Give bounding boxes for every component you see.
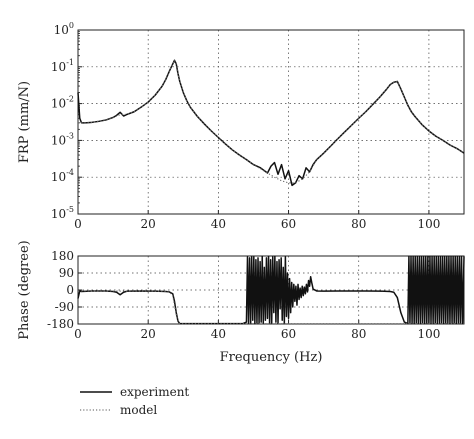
frf-y-tick-label: 10-3 [51,131,74,147]
frf-x-tick-label: 20 [141,217,156,231]
phase-y-tick-label: -90 [55,300,74,314]
frf-y-tick-base: 10 [51,207,66,221]
legend-label-experiment: experiment [120,385,189,399]
phase-x-tick-label: 80 [351,327,366,341]
frf-x-tick-label: 40 [211,217,226,231]
frf-y-tick-exponent: -4 [66,168,74,177]
frf-series-model [78,59,465,184]
legend: experiment model [80,385,189,417]
phase-x-tick-label: 40 [211,327,226,341]
frf-y-tick-label: 10-2 [51,95,74,111]
phase-series-model [78,290,464,325]
frf-x-tick-label: 80 [351,217,366,231]
phase-grid [78,256,464,324]
phase-y-tick-label: 180 [51,249,74,263]
frf-x-ticks: 0 20 40 60 80 100 [74,210,440,231]
frf-y-axis-label: FRP (mm/N) [17,81,32,163]
phase-x-tick-label: 100 [417,327,440,341]
frf-y-tick-exponent: -1 [66,58,74,67]
frf-x-tick-label: 0 [74,217,82,231]
phase-y-tick-label: 90 [59,266,74,280]
frf-y-tick-label: 100 [54,21,74,37]
phase-y-axis-label: Phase (degree) [17,240,32,339]
phase-series [77,255,465,325]
frf-y-tick-exponent: -3 [66,131,74,140]
frf-axes-frame [77,29,465,215]
phase-x-tick-label: 20 [141,327,156,341]
legend-label-model: model [120,403,157,417]
frf-y-tick-base: 10 [51,97,66,111]
frf-y-tick-exponent: -2 [66,95,74,104]
phase-x-axis-label: Frequency (Hz) [220,350,323,365]
phase-y-tick-label: 0 [66,283,74,297]
frf-y-tick-label: 10-1 [51,58,74,74]
frf-y-tick-base: 10 [51,170,66,184]
frf-y-tick-label: 10-5 [51,205,74,221]
frf-grid [78,30,464,214]
phase-x-tick-label: 0 [74,327,82,341]
phase-y-tick-label: -180 [47,317,74,331]
frf-y-tick-base: 10 [51,60,66,74]
phase-series-experiment [77,255,465,325]
phase-x-tick-label: 60 [281,327,296,341]
frf-series-experiment [77,59,465,187]
frf-y-tick-base: 10 [54,23,69,37]
frf-series [77,59,465,187]
frf-x-tick-label: 60 [281,217,296,231]
frf-y-tick-label: 10-4 [51,168,74,184]
frf-y-tick-exponent: -5 [66,205,74,214]
frf-x-tick-label: 100 [417,217,440,231]
frf-y-tick-base: 10 [51,133,66,147]
phase-x-ticks: 0 20 40 60 80 100 [74,320,440,341]
frf-y-tick-exponent: 0 [69,21,74,30]
phase-y-ticks: 180 90 0 -90 -180 [47,249,82,331]
